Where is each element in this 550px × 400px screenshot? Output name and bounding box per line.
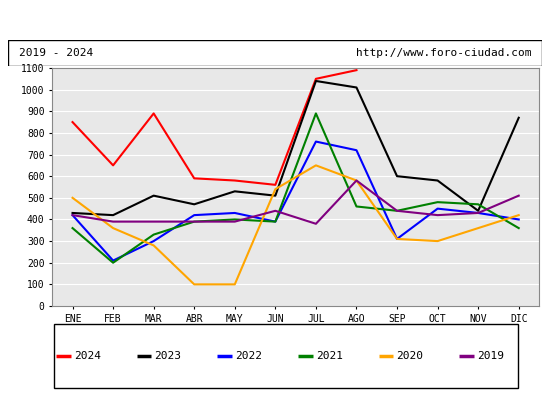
Text: 2024: 2024 <box>74 351 101 361</box>
Text: http://www.foro-ciudad.com: http://www.foro-ciudad.com <box>356 48 531 58</box>
Text: 2019 - 2024: 2019 - 2024 <box>19 48 93 58</box>
Text: 2021: 2021 <box>316 351 343 361</box>
Text: 2022: 2022 <box>235 351 262 361</box>
Text: 2023: 2023 <box>155 351 182 361</box>
Text: 2019: 2019 <box>477 351 504 361</box>
Text: 2020: 2020 <box>397 351 424 361</box>
Bar <box>54 324 518 388</box>
Text: Evolucion Nº Turistas Nacionales en el municipio de Turís: Evolucion Nº Turistas Nacionales en el m… <box>47 12 503 26</box>
